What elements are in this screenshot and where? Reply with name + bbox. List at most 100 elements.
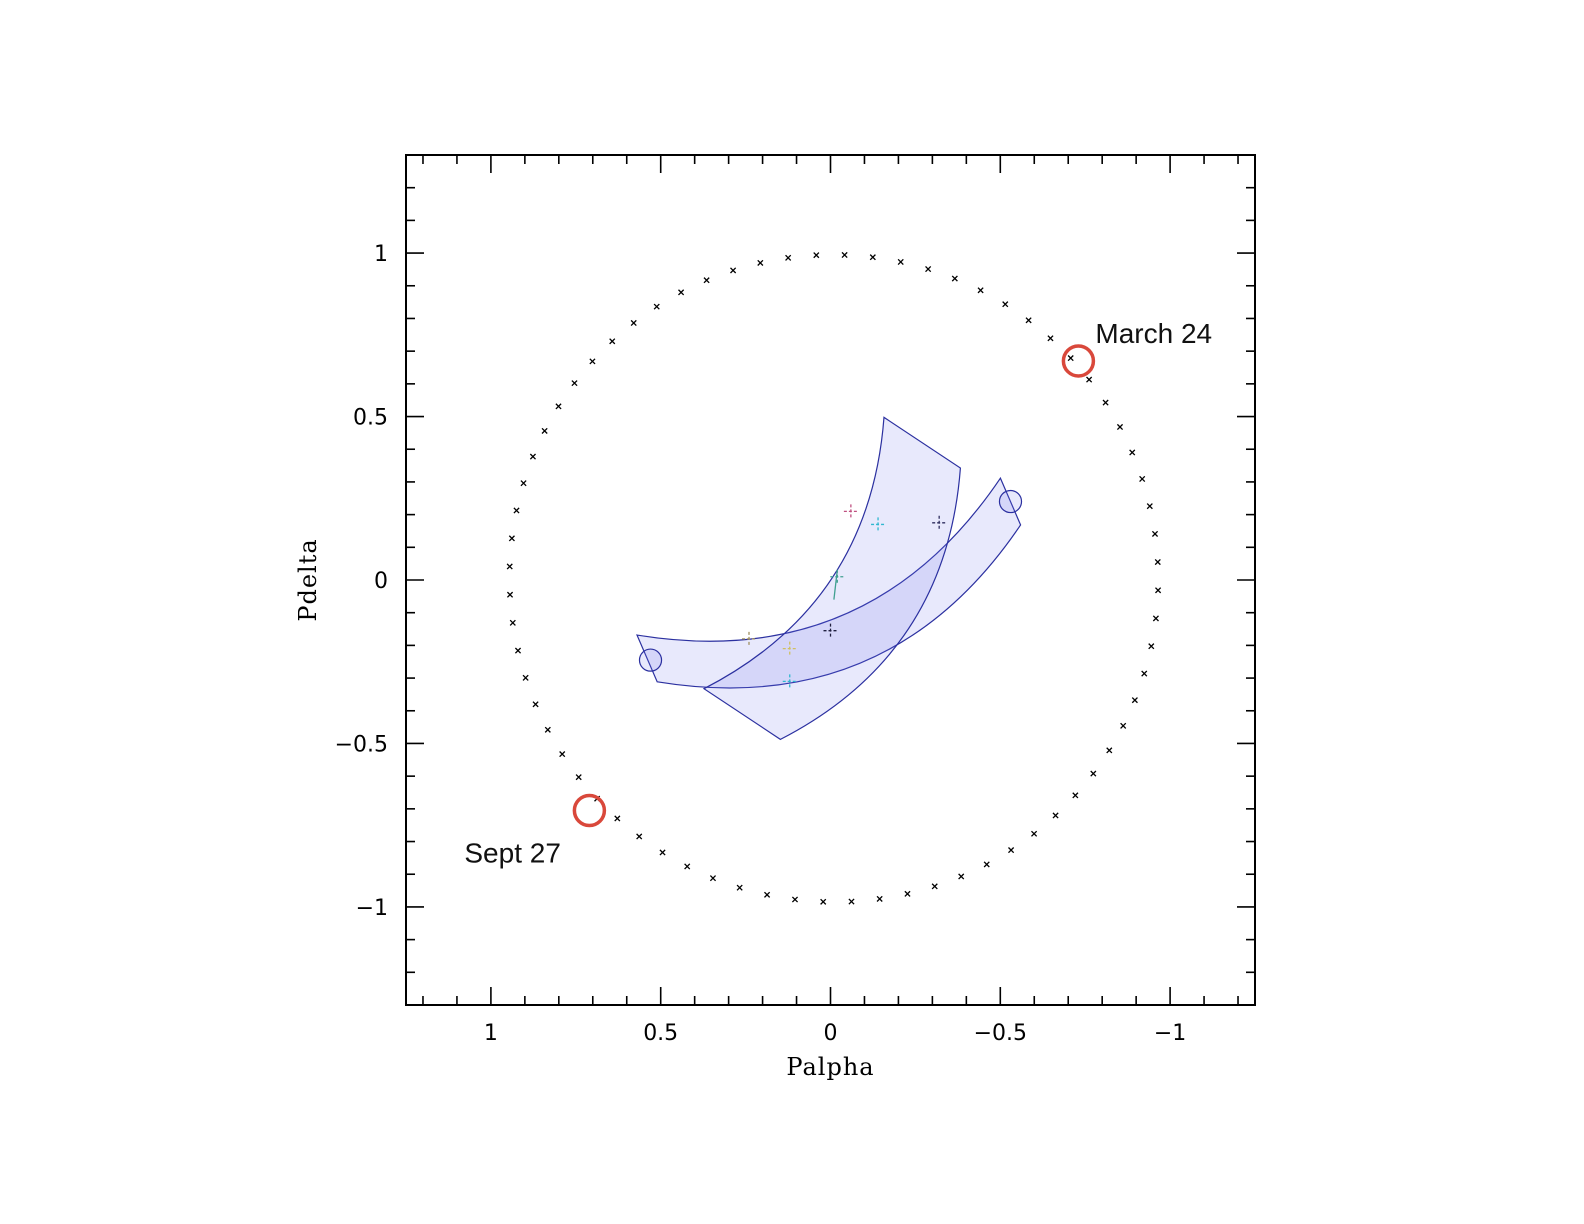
constraint-regions (636, 416, 1022, 741)
orbit-point (653, 303, 660, 310)
orbit-point-stroke (869, 254, 876, 261)
orbit-point-stroke (1090, 770, 1097, 777)
orbit-point (897, 258, 904, 265)
orbit-point-stroke (791, 896, 799, 903)
orbit-point (1116, 423, 1124, 431)
orbit-point-stroke (1052, 812, 1059, 819)
orbit-point-stroke (764, 891, 771, 898)
orbit-point (1090, 770, 1097, 777)
orbit-point (848, 898, 855, 905)
y-axis-label: Pdelta (294, 538, 322, 621)
orbit-point-stroke (983, 861, 990, 868)
orbit-point (1106, 747, 1113, 754)
orbit-point (522, 674, 529, 681)
orbit-point-stroke (678, 289, 685, 296)
orbit-point (678, 289, 685, 296)
orbit-point (1025, 317, 1032, 324)
orbit-point (1131, 697, 1138, 704)
orbit-point-stroke (532, 701, 539, 708)
measurement-point (843, 504, 858, 519)
orbit-point-stroke (951, 275, 958, 282)
orbit-point-stroke (1106, 747, 1113, 754)
orbit-point (1072, 792, 1079, 799)
orbit-point (1102, 399, 1109, 406)
y-tick-labels: 1 0.5 0 −0.5 −1 (335, 242, 388, 921)
orbit-point-stroke (757, 259, 764, 266)
orbit-point-stroke (1072, 792, 1079, 799)
orbit-point (1154, 558, 1161, 566)
x-tick-label: 0 (824, 1021, 838, 1046)
y-tick-label: 0 (374, 569, 388, 594)
orbit-point-stroke (1120, 722, 1127, 729)
orbit-point-stroke (736, 884, 743, 891)
measurement-point (932, 515, 947, 530)
orbit-point-stroke (1102, 399, 1109, 406)
orbit-point (1148, 643, 1155, 650)
band-end-circles (638, 489, 1023, 672)
orbit-point-stroke (841, 251, 848, 259)
orbit-point (506, 591, 514, 598)
orbit-point (1146, 503, 1153, 510)
orbit-point-stroke (522, 674, 529, 681)
orbit-point-stroke (1025, 317, 1032, 324)
orbit-point (555, 403, 562, 410)
orbit-point-stroke (703, 277, 710, 284)
measurement-point (782, 641, 797, 656)
orbit-point (869, 254, 876, 261)
orbit-point (659, 849, 666, 856)
measurement-point (871, 517, 886, 532)
orbit-point-stroke (614, 815, 621, 822)
orbit-point-stroke (1152, 615, 1159, 622)
measurement-trail (833, 570, 838, 600)
orbit-point (1052, 812, 1059, 819)
axis-ticks (406, 155, 1255, 1005)
band-b-region (702, 416, 962, 741)
band-a-region (636, 476, 1022, 689)
orbit-point (931, 883, 938, 890)
orbit-point-stroke (1047, 335, 1054, 342)
orbit-point (709, 875, 717, 882)
annotation-march: March 24 (1095, 318, 1212, 349)
orbit-point-stroke (571, 380, 578, 387)
orbit-point-stroke (659, 849, 666, 856)
orbit-point (904, 890, 911, 897)
orbit-point-stroke (506, 591, 514, 598)
orbit-point-stroke (513, 507, 520, 514)
orbit-point (1155, 587, 1162, 594)
orbit-point (813, 252, 820, 259)
orbit-point (509, 619, 516, 626)
orbit-point-stroke (514, 647, 522, 654)
orbit-point (1086, 376, 1093, 383)
orbit-point-stroke (931, 883, 938, 890)
orbit-point (841, 251, 848, 259)
orbit-point-stroke (1146, 503, 1153, 510)
orbit-point-stroke (508, 535, 515, 542)
orbit-point (614, 815, 621, 822)
orbit-point (1151, 530, 1159, 537)
orbit-point (636, 833, 643, 840)
orbit-point (571, 380, 578, 387)
orbit-point-stroke (630, 319, 637, 327)
orbit-point-stroke (958, 873, 965, 880)
orbit-point-stroke (897, 258, 904, 265)
x-tick-labels: 1 0.5 0 −0.5 −1 (484, 1021, 1186, 1046)
orbit-point (1152, 615, 1159, 622)
orbit-point-stroke (820, 898, 827, 905)
orbit-point (925, 265, 932, 273)
orbit-point-stroke (544, 726, 551, 733)
orbit-point-stroke (1141, 670, 1148, 677)
annotation-sept: Sept 27 (464, 837, 561, 868)
end-circle (638, 648, 663, 672)
x-axis-label: Palpha (786, 1053, 874, 1081)
measurement-point (741, 631, 756, 646)
orbit-point (508, 535, 515, 542)
orbit-point (575, 774, 582, 781)
orbit-point (1141, 670, 1148, 677)
orbit-point (506, 563, 513, 570)
orbit-point (684, 863, 691, 870)
orbit-point (529, 453, 536, 460)
date-markers (572, 344, 1096, 828)
orbit-point (983, 861, 990, 868)
orbit-point-stroke (589, 358, 596, 365)
